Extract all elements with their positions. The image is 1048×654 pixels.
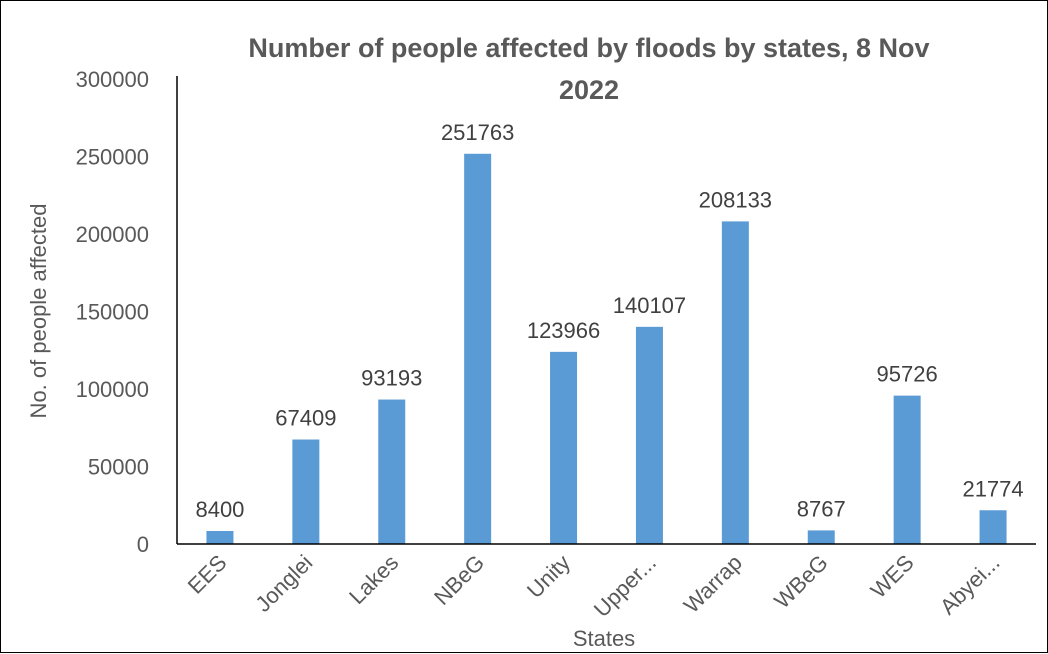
y-tick-label: 250000 (76, 145, 149, 170)
data-label: 67409 (275, 406, 336, 431)
chart-title: Number of people affected by floods by s… (248, 33, 929, 105)
data-label: 21774 (962, 476, 1023, 501)
bar (464, 153, 492, 545)
x-tick-label: Jonglei (250, 550, 317, 617)
bar (721, 221, 749, 544)
bar (893, 395, 921, 544)
x-tick-label: Lakes (344, 550, 403, 609)
bar (807, 530, 835, 544)
data-label: 251763 (441, 120, 514, 145)
bar (635, 326, 663, 544)
y-tick-label: 50000 (88, 455, 149, 480)
data-label: 8767 (797, 496, 846, 521)
x-tick-label: WBeG (769, 550, 832, 613)
chart-title-line-1: Number of people affected by floods by s… (248, 33, 929, 63)
chart-title-line-2: 2022 (559, 75, 619, 105)
bar-series (206, 153, 1007, 545)
y-axis-tick-labels: 0 50000 100000 150000 200000 250000 300000 (76, 67, 149, 557)
x-tick-label: Upper... (589, 550, 661, 622)
data-label: 123966 (527, 318, 600, 343)
y-tick-label: 100000 (76, 377, 149, 402)
x-axis-tick-labels: EES Jonglei Lakes NBeG Unity Upper... Warrap WB… (183, 550, 1005, 622)
data-label: 93193 (361, 366, 422, 391)
y-tick-label: 200000 (76, 222, 149, 247)
bar (292, 439, 320, 544)
x-tick-label: NBeG (429, 550, 489, 610)
bar (550, 351, 578, 544)
y-axis-title: No. of people affected (26, 204, 51, 419)
x-axis-title: States (573, 626, 635, 651)
x-tick-label: Abyei... (935, 550, 1005, 620)
bar (979, 510, 1007, 544)
data-labels: 8400 67409 93193 251763 123966 140107 208133 87… (195, 120, 1023, 522)
y-tick-label: 150000 (76, 300, 149, 325)
y-tick-label: 0 (137, 532, 149, 557)
data-label: 140107 (613, 293, 686, 318)
y-tick-label: 300000 (76, 67, 149, 92)
bar (378, 399, 406, 544)
bar (206, 530, 234, 544)
x-tick-label: EES (183, 550, 232, 599)
data-label: 208133 (699, 187, 772, 212)
x-tick-label: WES (866, 550, 919, 603)
data-label: 95726 (877, 362, 938, 387)
x-tick-label: Warrap (679, 550, 747, 618)
x-tick-label: Unity (522, 550, 575, 603)
data-label: 8400 (195, 497, 244, 522)
